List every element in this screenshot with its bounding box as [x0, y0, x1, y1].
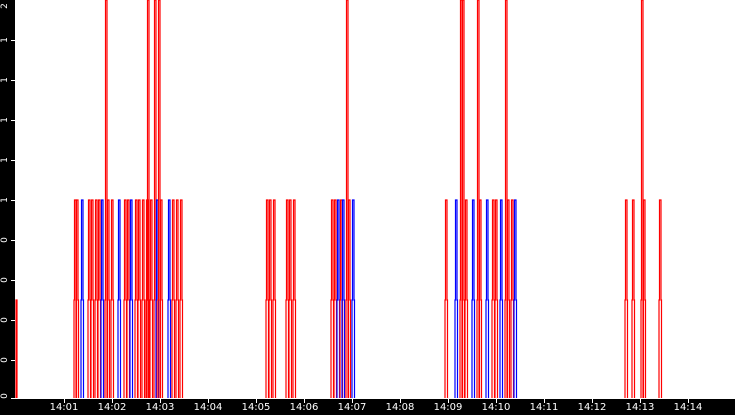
- red-pulse: [330, 199, 335, 398]
- x-tick-label: 14:06: [289, 402, 319, 413]
- x-tick-label: 14:04: [193, 402, 223, 413]
- red-pulse: [126, 199, 131, 398]
- plot-area: [15, 0, 735, 399]
- x-tick-label: 14:02: [97, 402, 127, 413]
- blue-pulse: [100, 199, 105, 398]
- red-pulse: [631, 199, 636, 398]
- red-pulse: [97, 199, 102, 398]
- y-tick: [11, 40, 15, 41]
- y-tick: [11, 320, 15, 321]
- y-tick: [11, 200, 15, 201]
- x-tick: [400, 399, 401, 403]
- blue-pulse: [129, 199, 134, 398]
- red-pulse: [94, 199, 99, 398]
- red-pulse: [461, 0, 466, 398]
- red-pulse: [292, 199, 297, 398]
- red-pulse: [333, 199, 338, 398]
- red-pulse: [175, 199, 180, 398]
- red-pulse: [288, 199, 293, 398]
- red-pulse: [268, 199, 273, 398]
- red-pulse: [159, 199, 164, 398]
- x-tick: [448, 399, 449, 403]
- x-tick: [544, 399, 545, 403]
- red-pulse: [272, 199, 277, 398]
- x-tick: [208, 399, 209, 403]
- x-tick-label: 14:12: [577, 402, 607, 413]
- blue-pulse: [80, 199, 85, 398]
- red-pulse: [478, 199, 483, 398]
- x-tick: [352, 399, 353, 403]
- red-pulse: [123, 199, 128, 398]
- blue-pulse: [513, 199, 518, 398]
- x-tick-label: 14:14: [673, 402, 703, 413]
- x-tick: [640, 399, 641, 403]
- red-pulse: [149, 199, 154, 398]
- blue-pulse: [351, 199, 356, 398]
- x-tick: [160, 399, 161, 403]
- x-tick-label: 14:08: [385, 402, 415, 413]
- x-tick: [256, 399, 257, 403]
- blue-pulse: [499, 199, 504, 398]
- red-pulse: [90, 199, 95, 398]
- blue-pulse: [167, 199, 172, 398]
- red-pulse: [137, 199, 142, 398]
- red-pulse: [75, 199, 80, 398]
- red-pulse: [491, 199, 496, 398]
- red-pulse: [15, 299, 18, 398]
- blue-pulse: [117, 199, 122, 398]
- red-pulse: [506, 199, 511, 398]
- blue-pulse: [341, 199, 346, 398]
- red-pulse: [624, 199, 629, 398]
- x-tick: [688, 399, 689, 403]
- y-tick: [11, 398, 15, 399]
- y-tick: [11, 160, 15, 161]
- x-tick-label: 14:11: [529, 402, 559, 413]
- x-tick: [304, 399, 305, 403]
- x-tick-label: 14:13: [625, 402, 655, 413]
- red-pulse: [141, 199, 146, 398]
- red-pulse: [179, 199, 184, 398]
- red-pulse: [285, 199, 290, 398]
- red-pulse: [134, 199, 139, 398]
- red-pulse: [642, 199, 647, 398]
- blue-pulse: [471, 199, 476, 398]
- y-tick: [11, 80, 15, 81]
- red-pulse: [171, 199, 176, 398]
- blue-pulse: [454, 199, 459, 398]
- x-tick-label: 14:09: [433, 402, 463, 413]
- red-pulse: [110, 199, 115, 398]
- red-pulse: [265, 199, 270, 398]
- x-tick: [112, 399, 113, 403]
- y-tick-label: 0: [0, 393, 10, 399]
- y-tick: [11, 280, 15, 281]
- red-pulse: [510, 199, 515, 398]
- y-tick: [11, 240, 15, 241]
- y-tick-label: 2: [0, 3, 10, 9]
- x-tick-label: 14:07: [337, 402, 367, 413]
- x-tick: [64, 399, 65, 403]
- y-axis: [0, 0, 15, 399]
- red-pulse: [444, 199, 449, 398]
- y-tick: [11, 360, 15, 361]
- red-pulse: [464, 199, 469, 398]
- x-tick-label: 14:10: [481, 402, 511, 413]
- x-tick: [592, 399, 593, 403]
- pulse-series: [15, 0, 663, 398]
- y-tick: [11, 120, 15, 121]
- x-tick: [496, 399, 497, 403]
- red-pulse: [658, 199, 663, 398]
- blue-pulse: [336, 199, 341, 398]
- red-pulse: [347, 199, 352, 398]
- x-tick-label: 14:05: [241, 402, 271, 413]
- x-tick-label: 14:03: [145, 402, 175, 413]
- x-tick-label: 14:01: [49, 402, 79, 413]
- red-pulse: [106, 199, 111, 398]
- x-axis: [0, 399, 735, 415]
- red-pulse: [494, 199, 499, 398]
- red-pulse: [87, 199, 92, 398]
- blue-pulse: [485, 199, 490, 398]
